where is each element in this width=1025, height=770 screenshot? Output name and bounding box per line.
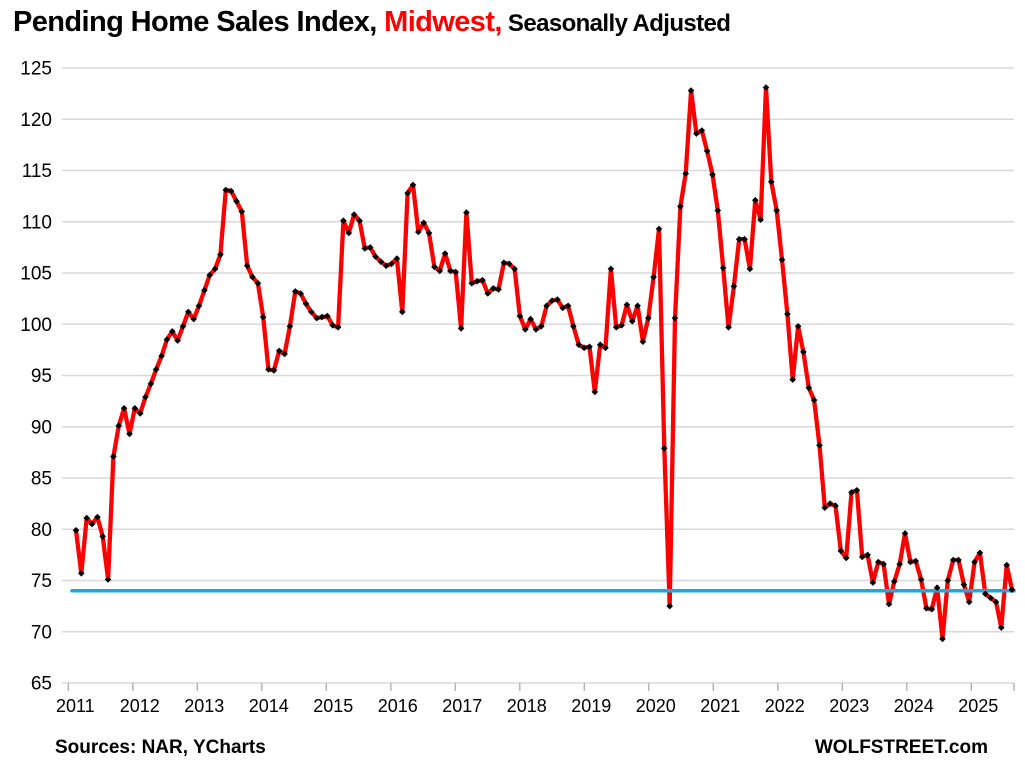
svg-text:2018: 2018 [507,696,547,716]
svg-text:115: 115 [22,161,52,182]
svg-text:85: 85 [31,469,52,490]
title-region-highlight: Midwest, [384,6,502,38]
svg-text:2014: 2014 [249,696,289,716]
x-axis-year-labels: 2011 2012 2013 2014 2015 2016 2017 2018 2019 2020… [56,696,998,716]
svg-text:2017: 2017 [442,696,482,716]
svg-text:2013: 2013 [184,696,224,716]
svg-text:80: 80 [31,520,52,541]
chart-title: Pending Home Sales Index, Midwest, Seaso… [13,6,731,39]
x-axis-ticks [67,683,1015,691]
svg-text:75: 75 [31,571,52,592]
svg-text:95: 95 [31,366,52,387]
svg-text:2012: 2012 [120,696,160,716]
svg-text:70: 70 [31,622,52,643]
svg-text:2015: 2015 [313,696,353,716]
svg-text:2025: 2025 [958,696,998,716]
svg-text:100: 100 [20,315,52,336]
svg-text:65: 65 [31,674,52,695]
title-text: Pending Home Sales Index, [13,6,385,38]
svg-text:2020: 2020 [636,696,676,716]
svg-text:2024: 2024 [894,696,934,716]
y-axis-labels: 65 70 75 80 85 90 95 100 105 110 115 120 125 [20,59,52,695]
svg-text:125: 125 [20,59,52,80]
svg-text:120: 120 [20,110,52,131]
svg-text:110: 110 [22,212,52,233]
svg-text:105: 105 [20,264,52,285]
svg-text:2011: 2011 [56,696,95,716]
gridlines [62,67,1014,684]
site-watermark: WOLFSTREET.com [815,737,988,758]
title-subtitle: Seasonally Adjusted [501,10,731,37]
data-point-markers [72,84,1016,643]
svg-text:2022: 2022 [765,696,805,716]
svg-text:90: 90 [31,417,52,438]
svg-text:2021: 2021 [700,696,740,716]
svg-text:2019: 2019 [571,696,611,716]
svg-text:2023: 2023 [829,696,869,716]
svg-text:2016: 2016 [378,696,418,716]
sources-note: Sources: NAR, YCharts [55,737,266,758]
